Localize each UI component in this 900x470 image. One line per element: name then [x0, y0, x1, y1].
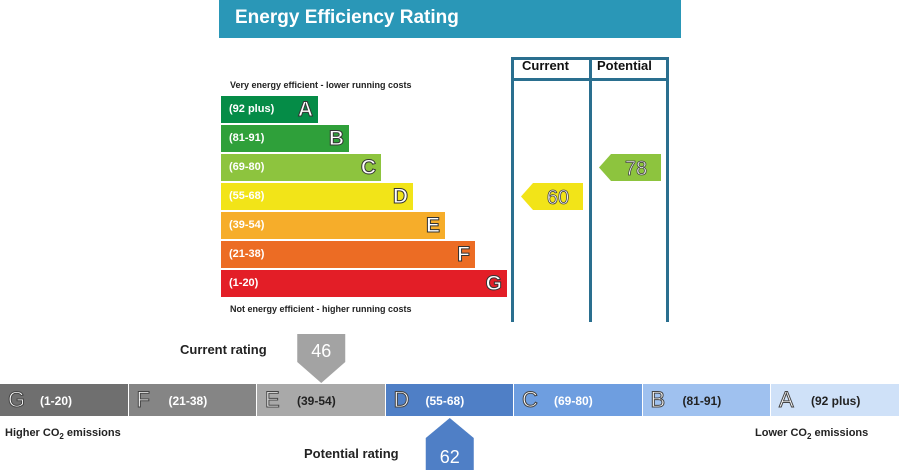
band-range: (92 plus) [229, 103, 275, 115]
column-divider-left [511, 57, 514, 322]
current-rating-arrow [521, 183, 583, 210]
band-range: (69-80) [229, 161, 265, 173]
current-rating-value: 60 [547, 187, 569, 209]
co2-segment-letter: A [779, 387, 795, 413]
potential-column-header: Potential [597, 58, 652, 73]
co2-current-value: 46 [311, 341, 331, 361]
column-divider-right [666, 57, 669, 322]
band-letter: F [457, 243, 471, 267]
band-range: (21-38) [229, 248, 265, 260]
potential-rating-arrow [599, 154, 661, 181]
chart-title: Energy Efficiency Rating [235, 7, 459, 28]
co2-segment-letter: G [7, 387, 26, 413]
band-letter: A [297, 98, 313, 122]
co2-segment-range: (21-38) [168, 394, 208, 408]
current-column-header: Current [522, 58, 569, 73]
title-bar: Energy Efficiency Rating [219, 0, 681, 38]
co2-segment-e: E (39-54) [257, 384, 385, 416]
co2-segment-range: (69-80) [554, 394, 593, 408]
co2-segment-range: (81-91) [682, 394, 722, 408]
co2-segment-letter: F [136, 387, 150, 413]
band-a: (92 plus) A [221, 96, 318, 123]
co2-segment-letter: D [393, 387, 410, 413]
co2-segment-range: (1-20) [40, 394, 73, 408]
band-range: (1-20) [229, 277, 259, 289]
band-letter: D [392, 185, 408, 209]
band-d: (55-68) D [221, 183, 413, 210]
co2-segment-letter: E [265, 387, 281, 413]
co2-segment-range: (39-54) [297, 394, 336, 408]
lower-co2-label: Lower CO2 emissions [755, 427, 869, 442]
co2-potential-value: 62 [440, 447, 460, 467]
co2-segment-c: C (69-80) [514, 384, 642, 416]
band-f: (21-38) F [221, 241, 475, 268]
band-e: (39-54) E [221, 212, 445, 239]
band-letter: G [485, 272, 502, 296]
band-letter: C [360, 156, 376, 180]
band-range: (55-68) [229, 190, 265, 202]
band-letter: B [328, 127, 344, 151]
potential-rating-value: 78 [625, 158, 647, 180]
column-divider-middle [589, 57, 592, 322]
band-range: (81-91) [229, 132, 265, 144]
band-c: (69-80) C [221, 154, 381, 181]
co2-segment-a: A (92 plus) [771, 384, 899, 416]
co2-segment-letter: B [650, 387, 666, 413]
co2-segment-range: (92 plus) [811, 394, 861, 408]
co2-segment-d: D (55-68) [385, 384, 513, 416]
band-g: (1-20) G [221, 270, 507, 297]
co2-current-marker [297, 334, 346, 383]
potential-rating-label: Potential rating [304, 446, 399, 461]
band-b: (81-91) B [221, 125, 349, 152]
co2-segment-range: (55-68) [425, 394, 465, 408]
co2-segment-b: B (81-91) [642, 384, 770, 416]
co2-segment-f: F (21-38) [128, 384, 256, 416]
co2-segment-g: G (1-20) [0, 384, 128, 416]
higher-co2-label: Higher CO2 emissions [5, 427, 121, 442]
bottom-note: Not energy efficient - higher running co… [230, 304, 412, 314]
co2-potential-marker [425, 418, 474, 470]
band-letter: E [425, 214, 440, 238]
co2-segment-letter: C [522, 387, 539, 413]
top-note: Very energy efficient - lower running co… [230, 80, 412, 90]
band-range: (39-54) [229, 219, 265, 231]
current-rating-label: Current rating [180, 342, 267, 357]
